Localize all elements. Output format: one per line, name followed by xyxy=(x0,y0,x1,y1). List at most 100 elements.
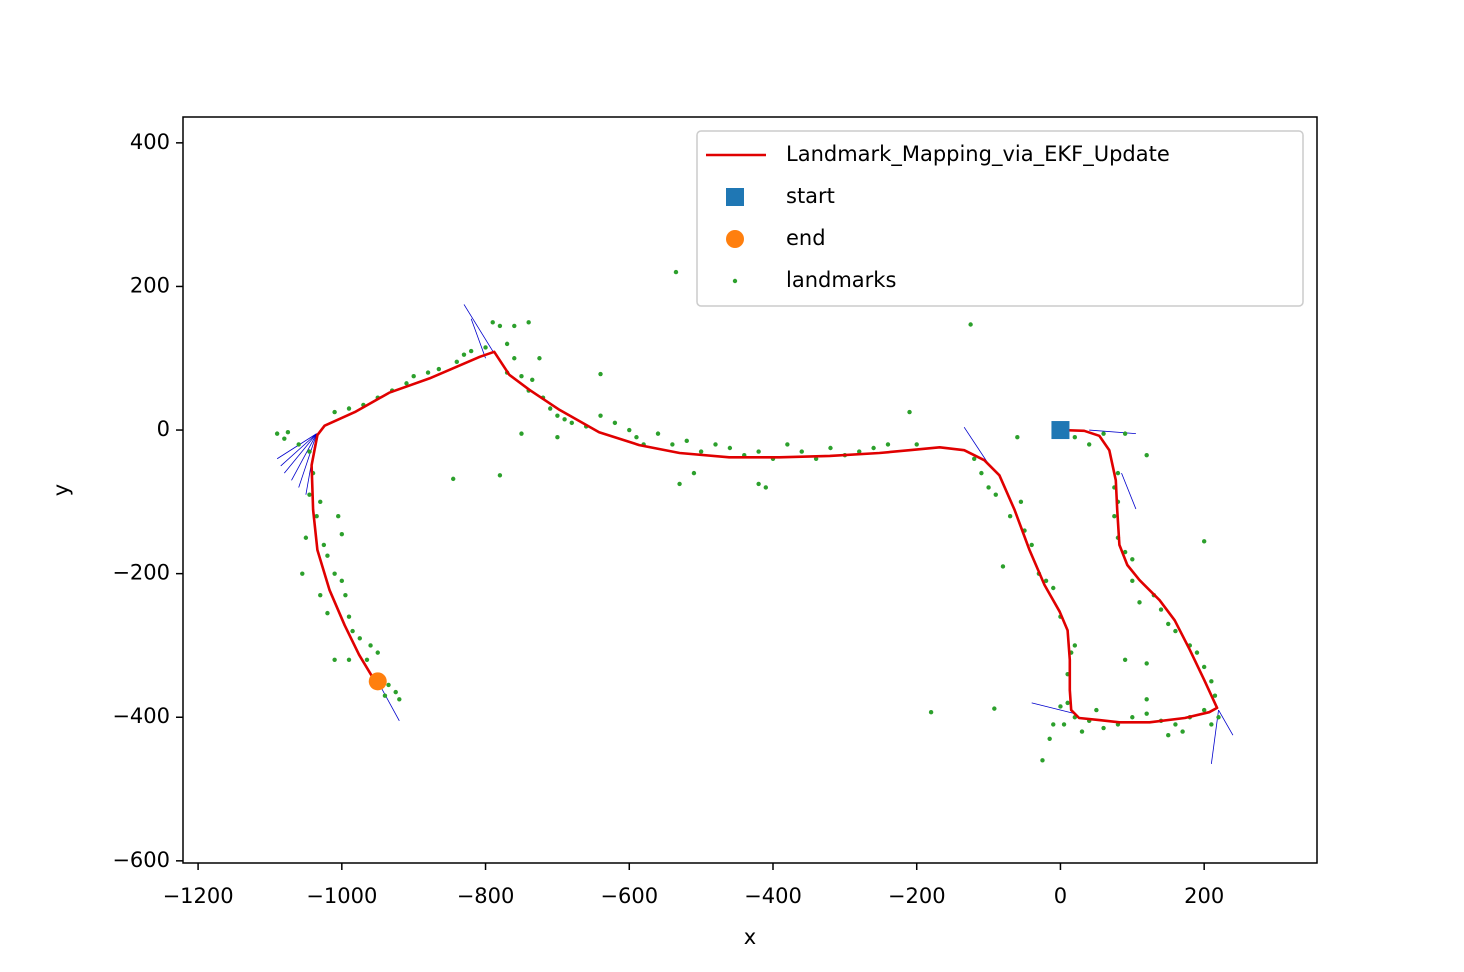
landmark xyxy=(285,430,291,435)
landmark xyxy=(300,571,305,576)
landmark xyxy=(857,449,862,454)
landmark xyxy=(346,657,352,663)
landmark xyxy=(1018,499,1024,505)
x-tick-label: −400 xyxy=(744,884,802,908)
y-tick-label: 400 xyxy=(130,130,170,154)
y-tick-label: −200 xyxy=(112,561,170,585)
landmark xyxy=(318,592,323,598)
landmark xyxy=(325,610,330,616)
landmark xyxy=(1094,707,1099,713)
landmark xyxy=(325,553,330,558)
landmark xyxy=(1079,729,1085,734)
landmark xyxy=(569,420,574,426)
landmark xyxy=(598,371,603,377)
landmark xyxy=(1144,711,1149,716)
landmark xyxy=(1029,542,1034,548)
landmark xyxy=(1101,431,1106,436)
landmark xyxy=(1158,607,1164,612)
landmark xyxy=(828,445,833,451)
landmark xyxy=(1112,514,1117,519)
landmark xyxy=(461,352,467,357)
landmark xyxy=(979,470,984,476)
landmark xyxy=(1072,643,1078,648)
landmark xyxy=(1115,470,1121,476)
landmark xyxy=(1144,452,1149,458)
landmark xyxy=(1086,442,1092,447)
landmark xyxy=(1209,722,1214,727)
landmark xyxy=(339,578,345,584)
landmark xyxy=(1015,435,1020,440)
landmark xyxy=(1040,758,1045,763)
landmark xyxy=(1101,725,1106,731)
landmark xyxy=(274,431,280,436)
arrow xyxy=(1218,709,1234,736)
legend-label: landmarks xyxy=(786,268,896,292)
landmark xyxy=(691,470,697,476)
landmark xyxy=(512,323,517,329)
arrow xyxy=(1121,472,1137,510)
landmark xyxy=(357,636,362,641)
landmark xyxy=(612,420,618,426)
landmark xyxy=(756,449,761,454)
y-axis-label: y xyxy=(49,484,73,496)
landmark xyxy=(1173,628,1178,634)
landmark xyxy=(296,442,301,447)
landmark xyxy=(519,373,524,379)
x-tick-label: −800 xyxy=(457,884,515,908)
landmark xyxy=(282,436,287,441)
landmark xyxy=(512,356,517,361)
landmark xyxy=(972,456,977,461)
landmark xyxy=(1047,736,1052,741)
landmark xyxy=(555,413,560,418)
landmark xyxy=(382,693,388,698)
landmark xyxy=(1122,431,1128,436)
landmark xyxy=(497,473,503,478)
landmark xyxy=(756,481,761,487)
landmark xyxy=(346,406,352,411)
landmark xyxy=(1130,557,1135,562)
landmark xyxy=(1007,514,1013,519)
landmark xyxy=(799,449,804,454)
landmark xyxy=(1166,621,1171,627)
landmark xyxy=(336,514,341,519)
landmark xyxy=(1072,435,1078,440)
x-axis-label: x xyxy=(744,925,756,949)
landmark xyxy=(1201,664,1207,670)
landmark xyxy=(677,481,682,487)
landmark xyxy=(1173,722,1178,727)
landmark xyxy=(1058,704,1063,709)
landmark xyxy=(404,381,409,386)
landmark xyxy=(871,445,876,451)
landmark xyxy=(1122,657,1128,663)
landmark xyxy=(468,348,474,354)
landmark xyxy=(968,322,973,327)
landmark xyxy=(350,628,355,634)
x-tick-label: −1000 xyxy=(306,884,377,908)
landmark xyxy=(914,442,919,447)
plot-content xyxy=(274,269,1234,764)
landmark xyxy=(339,531,345,537)
legend-swatch xyxy=(726,230,744,248)
landmark xyxy=(1180,729,1185,734)
landmark xyxy=(1000,564,1006,569)
landmark xyxy=(393,689,398,695)
landmark xyxy=(670,442,675,447)
arrow xyxy=(291,433,318,481)
x-tick-label: −1200 xyxy=(163,884,234,908)
landmark xyxy=(986,485,991,490)
landmark xyxy=(1212,693,1218,698)
landmark xyxy=(673,269,679,275)
landmark xyxy=(343,592,348,598)
landmark xyxy=(1051,585,1056,591)
arrow xyxy=(284,433,317,474)
legend-frame xyxy=(696,130,1304,307)
landmark xyxy=(1065,700,1070,706)
landmark xyxy=(1216,715,1221,720)
y-tick-label: 0 xyxy=(157,417,170,441)
x-tick-label: −600 xyxy=(600,884,658,908)
landmark xyxy=(928,710,934,715)
landmark xyxy=(713,442,718,447)
landmark xyxy=(763,485,769,490)
x-tick-label: 200 xyxy=(1184,884,1224,908)
